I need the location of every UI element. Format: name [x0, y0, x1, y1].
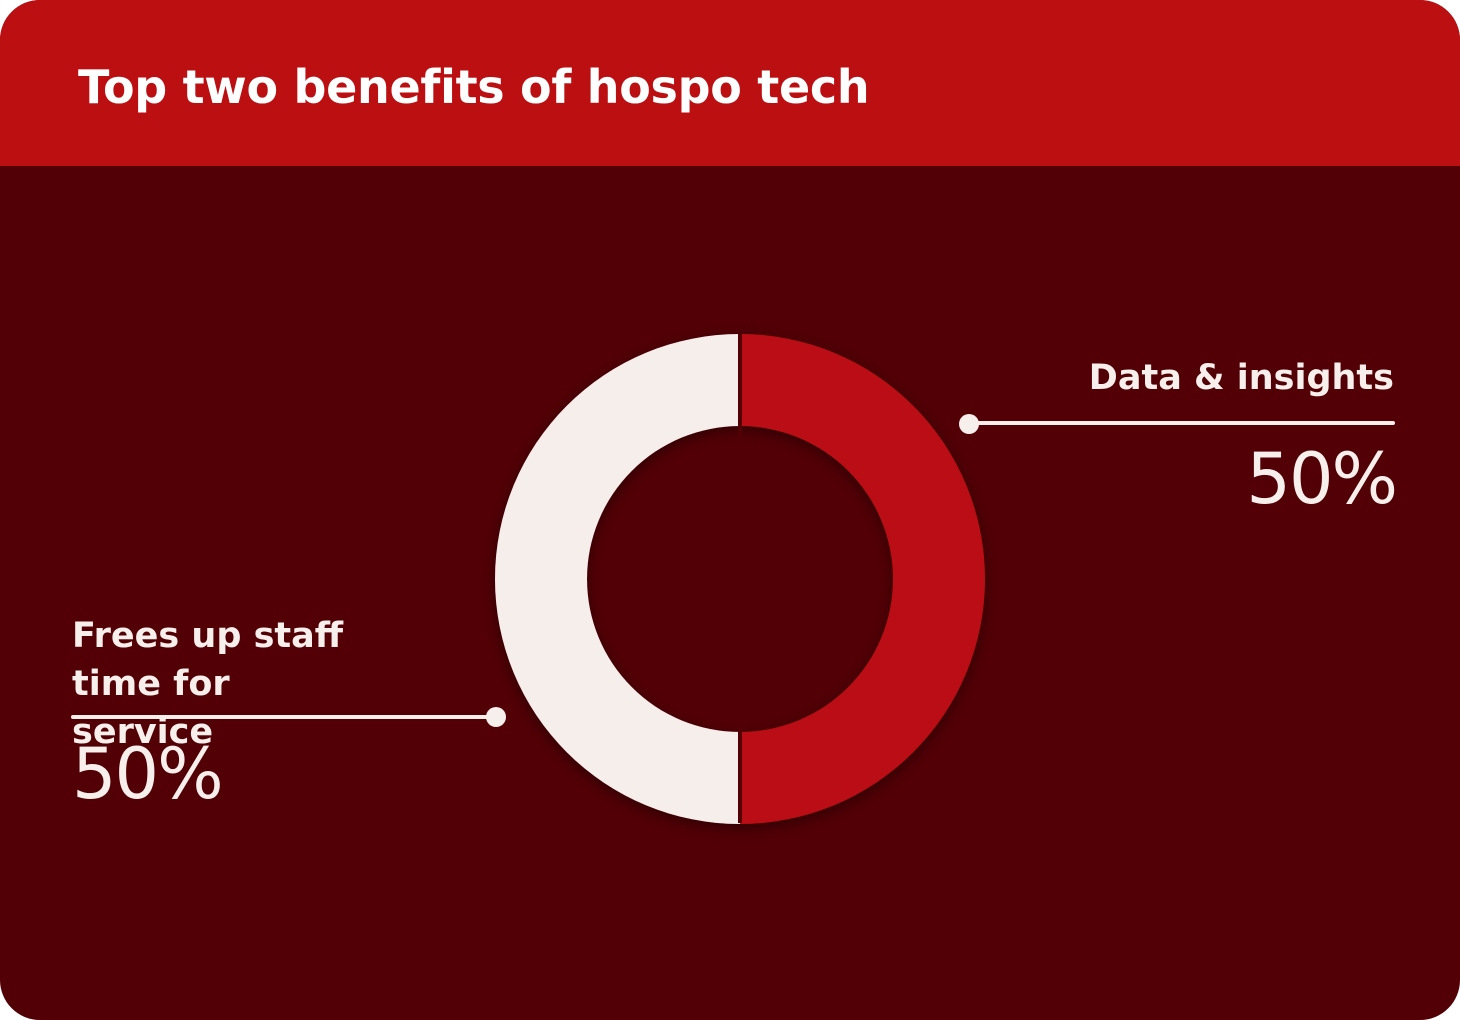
callout-value-data-insights: 50%	[1000, 438, 1398, 520]
callout-line-data-insights	[970, 421, 1395, 425]
donut-slice-0	[740, 334, 985, 824]
chart-title: Top two benefits of hospo tech	[78, 60, 870, 114]
callout-dot-data-insights	[959, 414, 979, 434]
slice-value: 50%	[72, 733, 224, 815]
chart-header: Top two benefits of hospo tech	[0, 0, 1460, 166]
callout-label-data-insights: Data & insights	[1000, 354, 1394, 402]
slice-value: 50%	[1246, 438, 1398, 520]
slice-label: Data & insights	[1088, 358, 1394, 398]
callout-line-frees-up-staff	[71, 715, 497, 719]
callout-dot-frees-up-staff	[486, 707, 506, 727]
callout-value-frees-up-staff: 50%	[72, 733, 492, 815]
donut-slice-1	[495, 334, 740, 824]
